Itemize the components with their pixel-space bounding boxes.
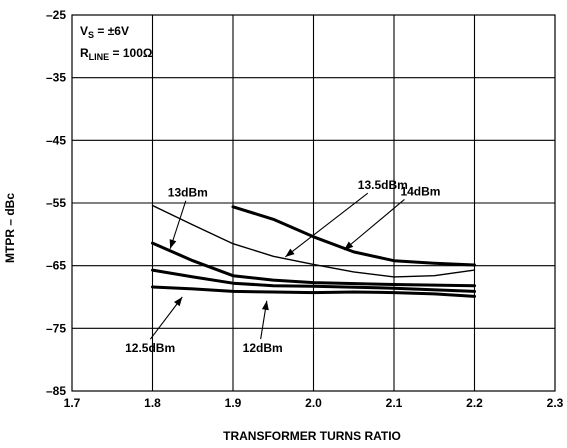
y-tick-label: –25 (46, 8, 66, 22)
plot-frame (71, 14, 556, 392)
x-tick-label: 2.2 (466, 396, 483, 410)
x-tick-label: 2.0 (305, 396, 322, 410)
x-tick-label: 1.7 (64, 396, 81, 410)
annotation-arrowhead (169, 239, 177, 249)
annotation-arrowhead (261, 300, 269, 311)
series-line-12-5dbm (151, 268, 476, 293)
series-line-14dbm (231, 205, 476, 267)
y-tick-label: –45 (46, 133, 66, 147)
series-line-12dbm (151, 285, 476, 298)
grid-lines (72, 15, 555, 391)
series-label: 12.5dBm (125, 341, 175, 355)
y-tick-label: –85 (46, 384, 66, 398)
x-tick-label: 1.8 (144, 396, 161, 410)
series-label: 14dBm (400, 184, 440, 198)
series-label: 12dBm (243, 341, 283, 355)
annotation-arrow (284, 192, 369, 258)
condition-vs: VS = ±6V (80, 24, 129, 40)
y-tick-label: –65 (46, 259, 66, 273)
series-line-13-5dbm (151, 204, 476, 278)
series-line-13dbm (151, 241, 476, 288)
y-tick-label: –55 (46, 196, 66, 210)
annotation-arrowhead (174, 297, 183, 307)
series-lines (151, 204, 476, 298)
series-label: 13.5dBm (358, 178, 408, 192)
annotation-arrow (343, 199, 405, 251)
condition-rline: RLINE = 100Ω (80, 46, 153, 62)
annotation-arrowhead (285, 248, 295, 257)
x-tick-label: 1.9 (225, 396, 242, 410)
x-tick-label: 2.1 (386, 396, 403, 410)
annotation-arrowhead (344, 241, 354, 250)
y-tick-label: –75 (46, 321, 66, 335)
series-label: 13dBm (168, 186, 208, 200)
tick-labels: 1.7 1.8 1.9 2.0 2.1 2.2 2.3 –25 –35 –45 –55 –65 –75 –… (46, 8, 564, 410)
y-tick-label: –35 (46, 71, 66, 85)
x-tick-label: 2.3 (547, 396, 564, 410)
y-axis-title: MTPR – dBc (3, 193, 17, 263)
x-axis-title: TRANSFORMER TURNS RATIO (223, 429, 401, 443)
